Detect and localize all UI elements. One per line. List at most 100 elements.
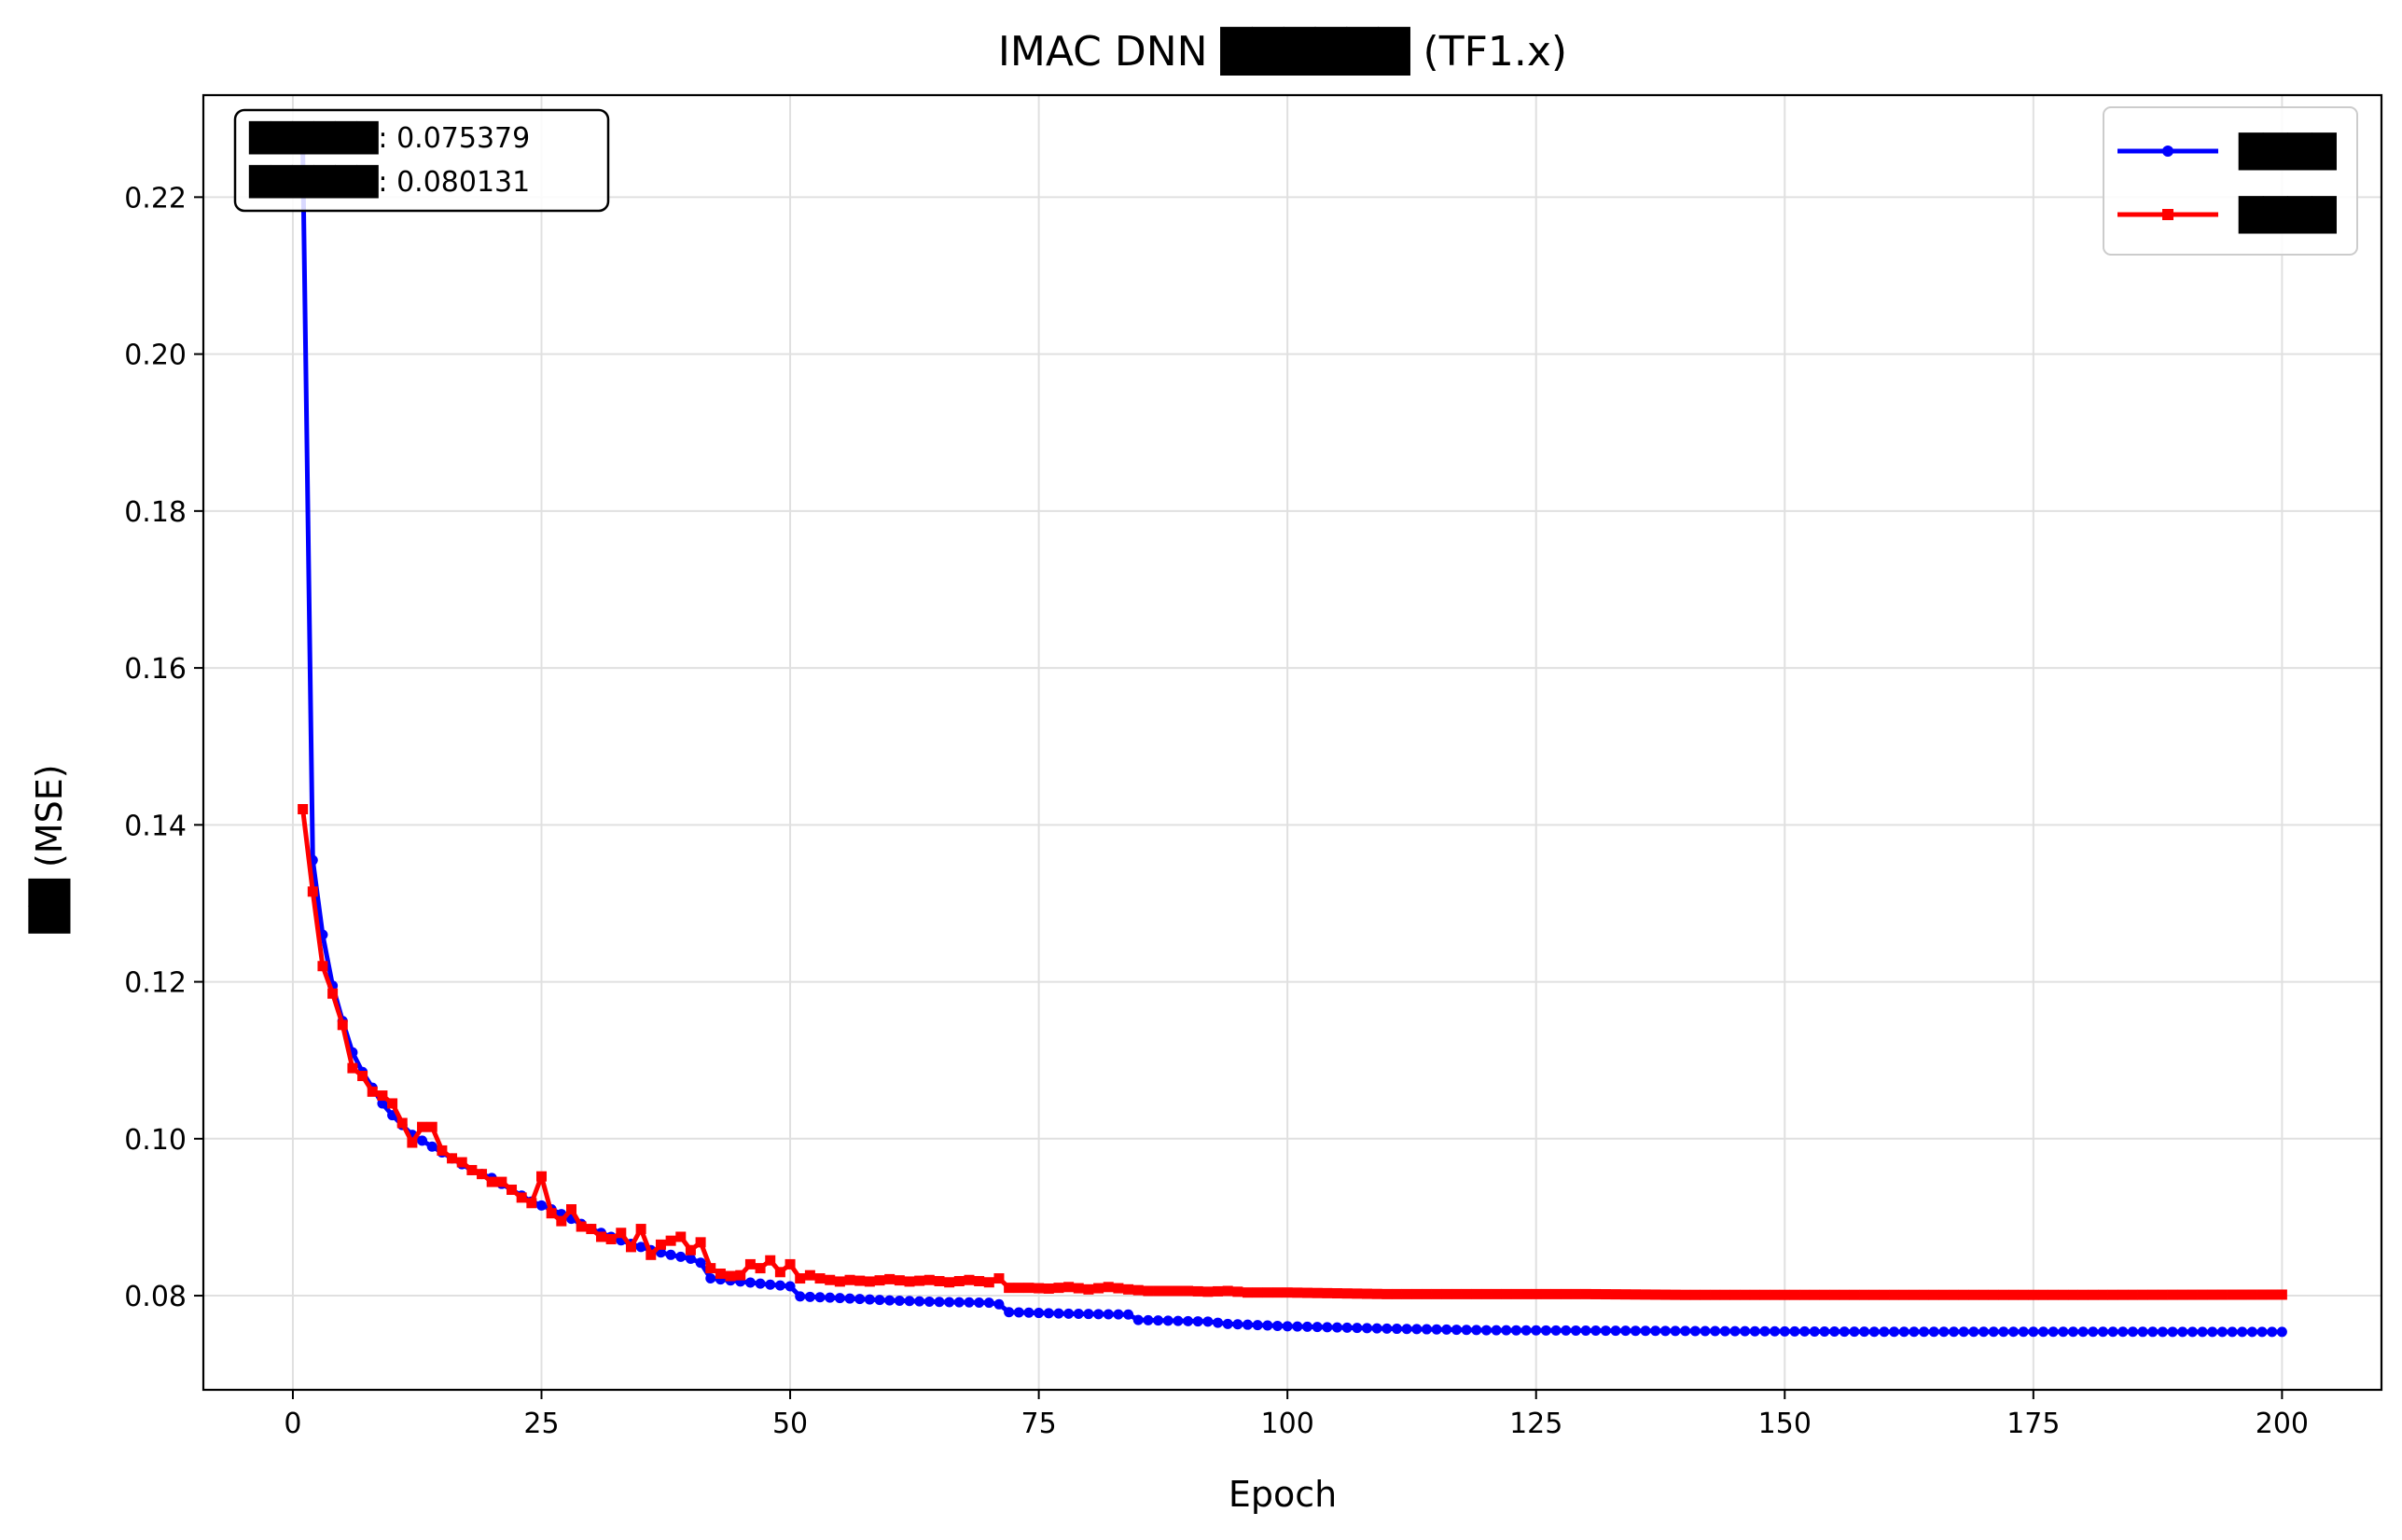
data-point (695, 1237, 706, 1248)
data-point (1143, 1314, 1154, 1325)
y-tick-label: 0.22 (124, 182, 187, 215)
data-point (1053, 1283, 1064, 1294)
data-point (1243, 1319, 1254, 1330)
data-point (1610, 1289, 1621, 1300)
data-point (1809, 1289, 1820, 1300)
data-point (357, 1071, 368, 1082)
data-point (934, 1275, 945, 1286)
data-point (1620, 1289, 1631, 1300)
data-point (1491, 1288, 1502, 1299)
data-point (1740, 1325, 1751, 1337)
data-point (1879, 1326, 1890, 1338)
data-point (2246, 1326, 2257, 1338)
data-point (725, 1270, 736, 1282)
data-point (2167, 1326, 2178, 1338)
annotation-line-val: ██████: 0.080131 (248, 164, 530, 199)
data-point (744, 1258, 756, 1269)
x-tick-label: 200 (2256, 1408, 2309, 1440)
data-point (327, 988, 339, 999)
data-point (1809, 1325, 1820, 1337)
data-point (1322, 1287, 1333, 1298)
data-point (1928, 1326, 1939, 1338)
data-point (635, 1242, 646, 1253)
data-point (2187, 1289, 2198, 1300)
data-point (377, 1090, 388, 1102)
data-point (2088, 1326, 2099, 1338)
data-point (874, 1295, 885, 1306)
data-point (1749, 1325, 1760, 1337)
data-point (1213, 1317, 1224, 1328)
data-point (765, 1255, 776, 1266)
data-point (337, 1020, 348, 1031)
data-point (1202, 1286, 1214, 1297)
data-point (765, 1279, 776, 1290)
grid-lines (203, 95, 2381, 1390)
data-point (1083, 1283, 1094, 1295)
data-point (526, 1198, 537, 1209)
data-point (496, 1176, 507, 1187)
data-point (1550, 1325, 1562, 1336)
data-point (1421, 1288, 1432, 1299)
data-point (516, 1192, 527, 1203)
data-point (1222, 1318, 1233, 1329)
y-tick-label: 0.14 (124, 810, 187, 842)
data-point (2207, 1289, 2218, 1300)
data-point (1063, 1308, 1075, 1319)
data-point (447, 1153, 458, 1164)
data-point (1968, 1326, 1979, 1338)
data-point (1292, 1321, 1303, 1332)
data-point (1670, 1325, 1681, 1337)
data-point (1401, 1324, 1412, 1335)
data-point (298, 804, 309, 815)
data-point (1550, 1288, 1562, 1299)
data-point (1600, 1325, 1611, 1337)
data-point (1103, 1282, 1114, 1293)
series-0 (298, 145, 2287, 1338)
data-point (1431, 1288, 1442, 1299)
data-point (685, 1254, 696, 1265)
data-point (2028, 1289, 2039, 1300)
data-point (1659, 1289, 1671, 1300)
data-point (1491, 1325, 1502, 1336)
legend-marker-val (2162, 209, 2173, 220)
data-point (1312, 1287, 1323, 1298)
data-point (685, 1244, 696, 1256)
data-point (2058, 1326, 2069, 1338)
data-point (1700, 1325, 1711, 1337)
data-point (844, 1293, 855, 1304)
data-point (2058, 1289, 2069, 1300)
data-point (744, 1277, 756, 1288)
data-point (1710, 1325, 1721, 1337)
data-point (625, 1242, 636, 1253)
y-tick-label: 0.12 (124, 967, 187, 1000)
data-point (2037, 1326, 2048, 1338)
data-point (2048, 1326, 2059, 1338)
data-point (795, 1291, 806, 1302)
data-point (2187, 1326, 2198, 1338)
data-point (755, 1263, 766, 1274)
data-point (1341, 1322, 1353, 1333)
data-point (655, 1239, 666, 1250)
data-point (1928, 1289, 1939, 1300)
data-point (1213, 1285, 1224, 1297)
data-point (1540, 1325, 1551, 1336)
data-point (923, 1274, 935, 1285)
data-point (1659, 1325, 1671, 1337)
data-point (1034, 1283, 1045, 1294)
data-point (2207, 1326, 2218, 1338)
data-point (1839, 1289, 1850, 1300)
data-point (367, 1086, 378, 1097)
data-point (546, 1208, 557, 1219)
data-point (1063, 1282, 1075, 1293)
plot-area-frame (201, 93, 2383, 1392)
data-point (1371, 1323, 1382, 1334)
data-point (814, 1273, 826, 1284)
data-point (576, 1221, 587, 1232)
data-point (964, 1297, 975, 1308)
data-point (1719, 1289, 1730, 1300)
data-point (2177, 1289, 2188, 1300)
data-point (1093, 1283, 1104, 1294)
data-point (1859, 1326, 1870, 1338)
x-axis-label: Epoch (1229, 1474, 1337, 1515)
data-point (1868, 1289, 1880, 1300)
